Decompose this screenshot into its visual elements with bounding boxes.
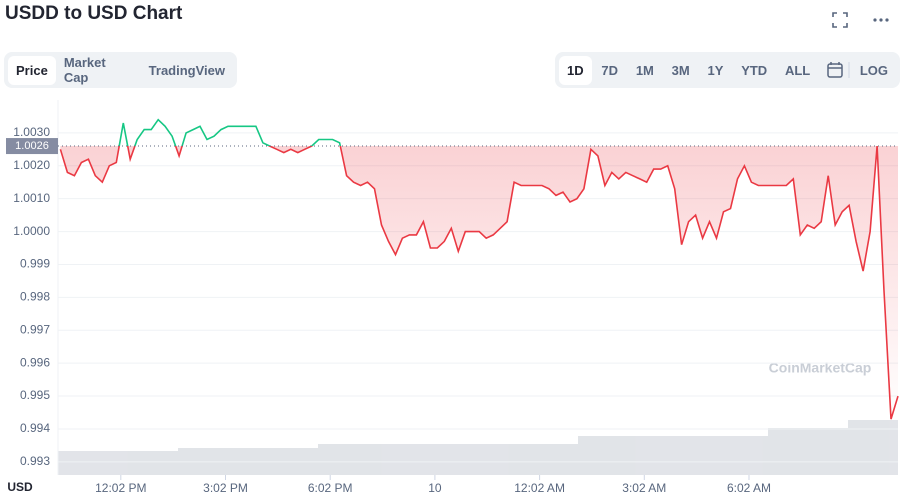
price-line-up	[118, 118, 877, 147]
watermark: CoinMarketCap	[769, 360, 872, 376]
x-tick-label: 12:02 PM	[95, 481, 146, 495]
y-tick-label: 0.994	[20, 421, 50, 435]
icons	[832, 12, 889, 28]
x-tick-label: 6:02 AM	[727, 481, 771, 495]
button[interactable]: ALL	[784, 62, 811, 78]
button[interactable]: LOG	[859, 62, 888, 78]
y-tick-label: 0.996	[20, 355, 50, 369]
button[interactable]: Price	[8, 55, 56, 85]
x-tick-label: 12:02 AM	[514, 481, 565, 495]
more-dot[interactable]	[873, 18, 877, 22]
button[interactable]: 1M	[635, 62, 654, 78]
button[interactable]: TradingView	[148, 62, 225, 78]
button[interactable]: 1D	[559, 55, 592, 85]
y-tick-label: 0.993	[20, 454, 50, 468]
x-tick-label: 3:02 AM	[622, 481, 666, 495]
reference-label-box	[6, 138, 58, 155]
y-tick-label: 0.997	[20, 322, 50, 336]
calendar-icon[interactable]	[820, 60, 850, 80]
y-tick-label: 1.0030	[13, 125, 50, 139]
y-tick-label: 0.995	[20, 388, 50, 402]
more-dot[interactable]	[879, 18, 883, 22]
tab-bar: Price Market Cap TradingView	[4, 52, 237, 88]
button[interactable]: Market Cap	[63, 55, 106, 85]
chart: CoinMarketCap USD 1.0030 1.0020 1.0010 1.00…	[6, 100, 899, 495]
x-tick-label: 10	[428, 481, 442, 495]
button[interactable]: 3M	[671, 62, 690, 78]
volume-bars	[58, 420, 898, 475]
button[interactable]: YTD	[741, 62, 768, 78]
y-tick-label: 0.998	[20, 290, 50, 304]
button[interactable]: 7D	[601, 62, 619, 78]
fullscreen-icon[interactable]	[832, 12, 848, 28]
reference-label: 1.0026	[15, 140, 49, 152]
y-tick-label: 1.0010	[13, 191, 50, 205]
area-fill	[60, 146, 898, 420]
y-tick-label: 1.0000	[13, 224, 50, 238]
x-tick-label: 6:02 PM	[308, 481, 353, 495]
title: USDD to USD Chart	[5, 3, 183, 24]
x-tick-label: 3:02 PM	[203, 481, 248, 495]
price-line-down	[59, 146, 899, 420]
y-tick-label: 0.999	[20, 257, 50, 271]
y-axis-label: USD	[7, 480, 33, 494]
y-tick-label: 1.0020	[13, 158, 50, 172]
button[interactable]: 1Y	[707, 62, 724, 78]
range-bar: 1D 7D 1M 3M 1Y YTD ALL LOG	[555, 52, 900, 88]
more-dot[interactable]	[885, 18, 889, 22]
